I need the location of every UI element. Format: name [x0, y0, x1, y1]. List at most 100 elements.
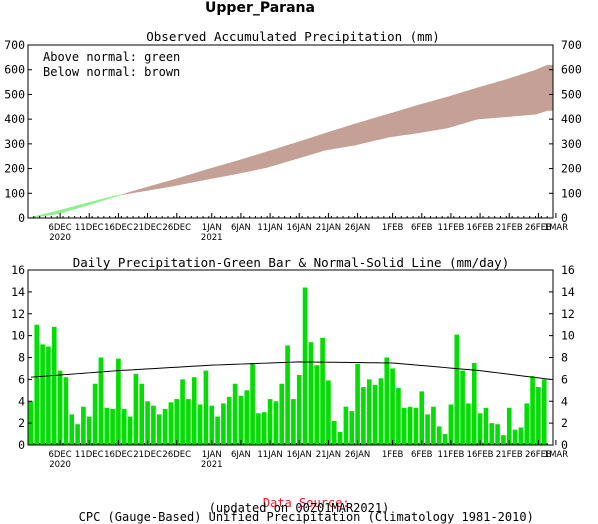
- y-tick-label-right: 500: [561, 87, 582, 101]
- daily-bar: [378, 378, 384, 445]
- y-tick-label-right: 400: [561, 112, 582, 126]
- y-tick-label-left: 12: [11, 307, 25, 321]
- daily-bar: [63, 377, 69, 445]
- y-tick-label-right: 100: [561, 186, 582, 200]
- accumulated-area-segment: [109, 195, 116, 199]
- x-tick-label: 1JAN: [202, 450, 222, 460]
- daily-bar: [291, 399, 296, 445]
- y-tick-label-left: 0: [18, 211, 25, 225]
- y-tick-label-right: 10: [561, 329, 575, 343]
- x-tick-label: 21DEC: [133, 450, 162, 460]
- x-tick-label: 16DEC: [104, 223, 133, 233]
- daily-bar: [512, 429, 518, 445]
- x-tick-label: 21FEB: [496, 450, 523, 460]
- accumulated-area-segment: [494, 80, 501, 118]
- x-tick-label: 21FEB: [496, 223, 523, 233]
- daily-bar: [296, 375, 302, 445]
- daily-bar: [46, 346, 51, 445]
- x-tick-label: 21JAN: [316, 450, 341, 460]
- accumulated-area-segment: [401, 108, 408, 136]
- y-tick-label-left: 300: [4, 137, 25, 151]
- x-tick-label: 1FEB: [382, 223, 404, 233]
- daily-bar: [92, 383, 98, 445]
- daily-bar: [116, 358, 121, 445]
- daily-bar: [436, 426, 442, 445]
- daily-bar: [238, 395, 244, 445]
- accumulated-area-segment: [191, 172, 198, 183]
- accumulated-chart: Observed Accumulated Precipitation (mm) …: [4, 29, 582, 243]
- accumulated-area-segment: [430, 99, 437, 132]
- daily-bar: [75, 424, 80, 445]
- x-tick-label: 16JAN: [287, 450, 312, 460]
- daily-y-ticks: 0 0 2 2 4 4 6 6 8 8 10 10 12 12 14 14 16 16: [11, 263, 575, 452]
- daily-bar: [314, 365, 320, 445]
- daily-bar: [425, 414, 430, 445]
- accumulated-area-segment: [290, 142, 297, 161]
- daily-bar: [384, 357, 390, 445]
- accumulated-area-segment: [167, 179, 175, 188]
- daily-bar: [331, 420, 337, 445]
- y-tick-label-right: 8: [561, 351, 568, 365]
- daily-bar: [361, 387, 366, 445]
- y-tick-label-left: 100: [4, 186, 25, 200]
- accumulated-area-segment: [412, 104, 420, 134]
- accumulated-area-segment: [441, 96, 449, 130]
- data-source-label: Data Source:: [262, 496, 350, 510]
- x-tick-label: 26JAN: [345, 223, 370, 233]
- accumulated-area-segment: [406, 106, 414, 135]
- accumulated-area-segment: [231, 160, 239, 175]
- accumulated-area-segment: [336, 127, 344, 149]
- daily-bar: [261, 412, 267, 445]
- accumulated-area-segment: [506, 77, 513, 117]
- x-tick-label: 1FEB: [382, 450, 404, 460]
- accumulated-area-segment: [301, 138, 309, 158]
- daily-bar: [320, 337, 325, 445]
- x-tick-label: 26DEC: [162, 450, 191, 460]
- daily-bar: [407, 406, 413, 445]
- accumulated-area-segment: [156, 182, 163, 190]
- y-tick-label-right: 600: [561, 63, 582, 77]
- accumulated-area-segment: [453, 92, 460, 127]
- daily-bar: [541, 379, 547, 445]
- daily-bar: [180, 379, 185, 445]
- accumulated-area-segment: [546, 64, 554, 111]
- daily-bar: [506, 407, 512, 445]
- daily-bar: [40, 344, 45, 445]
- accumulated-area-segment: [33, 214, 40, 218]
- accumulated-area-segment: [447, 94, 455, 129]
- accumulated-area-segment: [418, 103, 425, 134]
- accumulated-area-segment: [360, 120, 367, 145]
- y-tick-label-right: 12: [561, 307, 575, 321]
- daily-bar: [396, 388, 401, 445]
- daily-bar: [419, 391, 425, 445]
- y-tick-label-left: 6: [18, 372, 25, 386]
- daily-bar: [355, 364, 360, 445]
- daily-bar: [483, 407, 489, 445]
- x-tick-label: 11DEC: [75, 223, 104, 233]
- daily-bar: [495, 424, 500, 445]
- y-tick-label-left: 10: [11, 329, 25, 343]
- daily-bar: [51, 326, 57, 445]
- accumulated-area-segment: [476, 85, 484, 120]
- x-tick-label: 1JAN: [202, 223, 222, 233]
- accumulated-area-segment: [371, 116, 379, 142]
- accumulated-area-segment: [86, 201, 93, 207]
- accumulated-area-segment: [62, 207, 70, 213]
- accumulated-area-segment: [529, 69, 536, 116]
- daily-bar: [81, 406, 86, 445]
- y-tick-label-left: 600: [4, 63, 25, 77]
- daily-bar: [343, 406, 349, 445]
- accumulated-area-segment: [541, 64, 548, 113]
- accumulated-area-segment: [366, 118, 373, 143]
- daily-bar: [501, 435, 506, 445]
- x-tick-label: 6JAN: [231, 450, 251, 460]
- accumulated-area-segment: [517, 73, 525, 117]
- x-tick-sublabel: 2021: [201, 233, 223, 243]
- daily-bar: [98, 357, 104, 445]
- accumulated-area-segment: [138, 187, 145, 193]
- y-tick-label-left: 500: [4, 87, 25, 101]
- daily-bar: [372, 384, 378, 445]
- y-tick-label-left: 8: [18, 351, 25, 365]
- daily-bar: [110, 408, 115, 445]
